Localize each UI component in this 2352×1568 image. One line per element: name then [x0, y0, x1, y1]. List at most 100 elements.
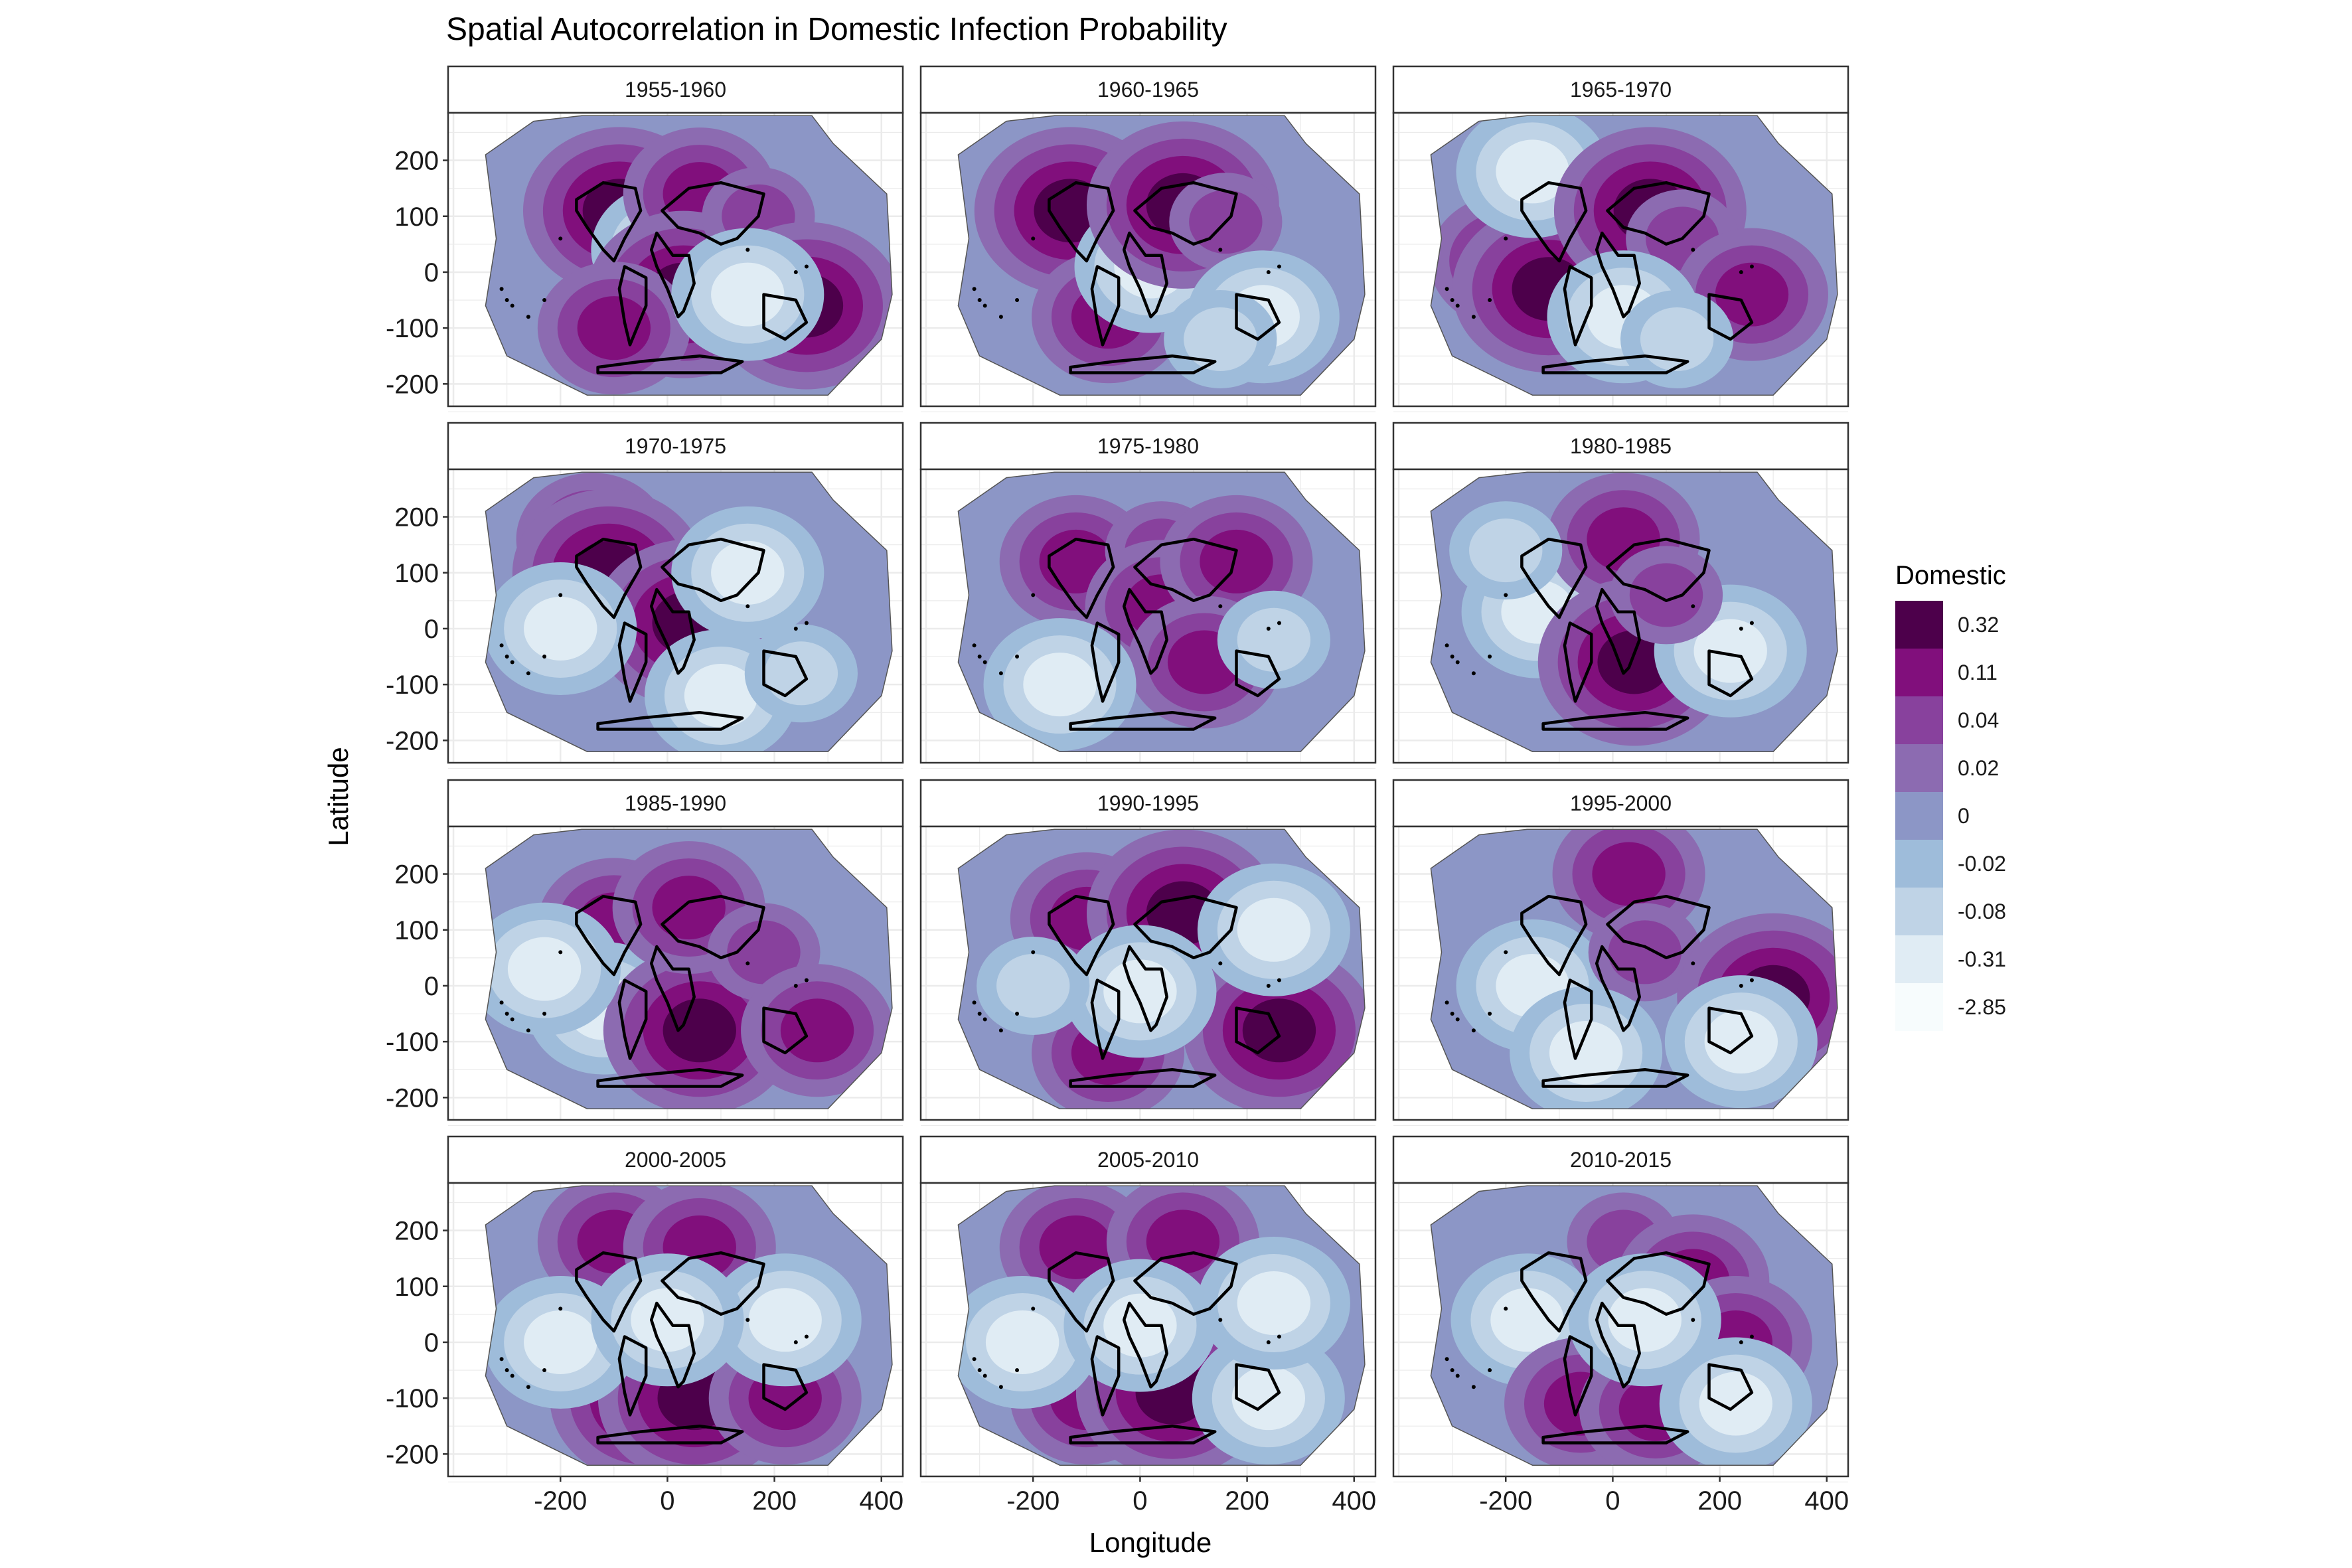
y-tick-label: 200	[394, 503, 439, 532]
island-dot	[1488, 1368, 1492, 1373]
contour-band	[507, 937, 582, 1001]
continent-outline	[1541, 1424, 1689, 1445]
continent-outline	[617, 979, 648, 1060]
island-dot	[1218, 961, 1223, 966]
country-outlines	[499, 894, 809, 1088]
continent-outline	[1048, 181, 1115, 263]
island-dot	[526, 671, 530, 676]
contour-band	[996, 953, 1070, 1018]
island-dot	[1455, 303, 1460, 308]
island-dot	[1455, 660, 1460, 665]
island-dot	[972, 1357, 977, 1362]
legend-swatch	[1895, 983, 1943, 1031]
island-dot	[1471, 315, 1476, 319]
continent-outline	[649, 588, 696, 675]
island-dot	[972, 1000, 977, 1005]
island-dot	[1691, 961, 1695, 966]
facet-panel: 2005-2010 -200 0 200 400	[919, 1135, 1377, 1516]
interpolated-surface	[1431, 116, 1838, 396]
y-tick-label: 100	[394, 1273, 439, 1302]
contour-band	[1592, 842, 1666, 906]
y-tick-label: -200	[386, 726, 439, 755]
facet-strip-label: 1980-1985	[1570, 434, 1672, 458]
island-dot	[542, 655, 547, 659]
island-dot	[977, 655, 982, 659]
contour-band	[1693, 619, 1767, 683]
facet-strip-label: 2010-2015	[1570, 1148, 1672, 1172]
facet-plot-area: 200 100 0 -100 -200	[386, 468, 904, 769]
island-dot	[998, 671, 1003, 676]
contour-band	[1704, 1010, 1778, 1074]
continent-outline	[1090, 265, 1121, 347]
continent-outline	[575, 1251, 643, 1333]
contour-band	[1103, 959, 1177, 1024]
facet-panel: 1960-1965	[919, 65, 1377, 413]
x-tick-label: 400	[1332, 1486, 1376, 1516]
island-dot	[1450, 298, 1454, 303]
contour-band	[1103, 1293, 1177, 1358]
continent-outline	[575, 537, 643, 619]
island-dot	[510, 303, 514, 308]
facet-panel: 1975-1980	[919, 422, 1377, 769]
legend-swatch	[1895, 649, 1943, 696]
y-tick-label: 0	[424, 972, 439, 1001]
facet-panel: 1990-1995	[919, 779, 1377, 1127]
facet-strip	[447, 65, 904, 114]
legend-swatch	[1895, 888, 1943, 935]
facet-panel: 1995-2000	[1392, 779, 1849, 1127]
country-outlines	[972, 1251, 1281, 1445]
facet-strip-label: 1965-1970	[1570, 78, 1672, 102]
continent-outline	[1520, 894, 1588, 977]
y-tick-label: -100	[386, 1384, 439, 1413]
legend-swatch	[1895, 744, 1943, 792]
island-dot	[804, 978, 809, 982]
continent-outline	[1520, 537, 1588, 619]
x-tick-label: 200	[1697, 1486, 1742, 1516]
island-dot	[542, 298, 547, 303]
continent-outline	[1090, 1335, 1121, 1417]
island-dot	[1488, 1012, 1492, 1016]
continent-outline	[1520, 181, 1588, 263]
continent-outline	[1563, 979, 1593, 1060]
contour-band	[1231, 1366, 1306, 1431]
facet-strip-label: 2000-2005	[625, 1148, 726, 1172]
island-dot	[1031, 950, 1036, 955]
island-dot	[558, 950, 563, 955]
continent-outline	[661, 181, 765, 246]
continent-outline	[1122, 588, 1168, 675]
island-dot	[745, 1318, 750, 1322]
country-outlines	[972, 894, 1281, 1088]
panel-border	[447, 1182, 904, 1478]
legend-title: Domestic	[1895, 561, 2006, 590]
continent-outline	[1595, 1301, 1641, 1389]
interpolated-surface	[485, 116, 892, 396]
legend-label: 0	[1958, 804, 1970, 828]
legend: Domestic 0.32 0.11 0.04 0.02 0 -0.02 -0.08 -0.31…	[1895, 561, 2006, 1031]
x-tick-label: 400	[1804, 1486, 1849, 1516]
continent-outline	[661, 537, 765, 603]
island-dot	[1691, 1318, 1695, 1322]
island-dot	[998, 1028, 1003, 1033]
island-dot	[1488, 655, 1492, 659]
legend-swatch	[1895, 601, 1943, 649]
facet-strip	[919, 65, 1377, 114]
island-dot	[998, 1385, 1003, 1389]
continent-outline	[1122, 231, 1168, 319]
contour-band	[1200, 529, 1273, 593]
island-dot	[505, 1368, 509, 1373]
facet-strip-label: 1960-1965	[1097, 78, 1199, 102]
interpolated-surface	[958, 829, 1365, 1109]
island-dot	[1218, 248, 1223, 252]
panel-border	[1392, 825, 1849, 1121]
legend-label: -0.02	[1958, 852, 2006, 876]
facet-strip-label: 1975-1980	[1097, 434, 1199, 458]
contour-band	[1608, 1288, 1682, 1352]
island-dot	[1471, 1385, 1476, 1389]
continent-outline	[1595, 231, 1641, 319]
continent-outline	[1520, 1251, 1588, 1333]
facet-plot-area: -200 0 200 400	[1392, 1182, 1849, 1516]
contour-band	[1629, 563, 1703, 627]
island-dot	[558, 593, 563, 597]
y-tick-label: 0	[424, 258, 439, 287]
continent-outline	[1069, 1067, 1217, 1088]
